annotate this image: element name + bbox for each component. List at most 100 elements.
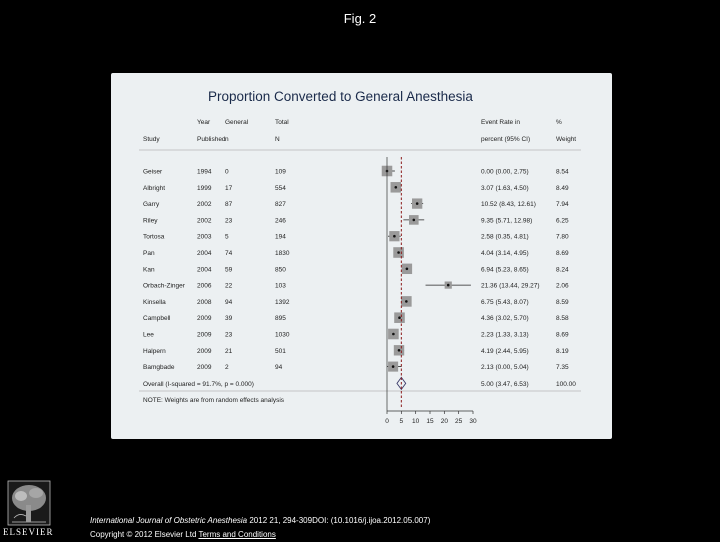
study-rate: 9.35 (5.71, 12.98) — [481, 217, 532, 224]
study-year: 2008 — [197, 299, 212, 306]
study-year: 1999 — [197, 185, 212, 192]
study-name: Riley — [143, 217, 158, 224]
study-events: 59 — [225, 266, 233, 273]
chart-title: Proportion Converted to General Anesthes… — [208, 89, 473, 104]
study-weight: 8.59 — [556, 299, 569, 306]
tick-label: 0 — [385, 418, 389, 425]
point-estimate — [446, 283, 450, 287]
header-year-1: Year — [197, 119, 211, 126]
study-events: 21 — [225, 348, 233, 355]
citation-details: 2012 21, 294-309DOI: (10.1016/j.ijoa.201… — [247, 516, 431, 525]
study-year: 2002 — [197, 201, 212, 208]
study-year: 1994 — [197, 169, 212, 176]
study-events: 87 — [225, 201, 233, 208]
study-weight: 7.80 — [556, 234, 569, 241]
overall-diamond — [396, 376, 407, 391]
header-general-1: General — [225, 119, 249, 126]
study-weight: 8.49 — [556, 185, 569, 192]
point-estimate — [412, 218, 416, 222]
study-total: 94 — [275, 364, 283, 371]
study-total: 895 — [275, 315, 286, 322]
study-events: 2 — [225, 364, 229, 371]
study-year: 2004 — [197, 250, 212, 257]
point-estimate — [415, 202, 419, 205]
study-weight: 8.24 — [556, 266, 569, 273]
study-total: 109 — [275, 169, 286, 176]
study-events: 94 — [225, 299, 233, 306]
study-total: 827 — [275, 201, 286, 208]
tick-label: 20 — [441, 418, 449, 425]
study-year: 2002 — [197, 217, 212, 224]
study-events: 39 — [225, 315, 233, 322]
study-rate: 6.94 (5.23, 8.65) — [481, 266, 529, 273]
point-estimate — [397, 349, 401, 352]
study-rate: 2.23 (1.33, 3.13) — [481, 332, 529, 339]
point-estimate — [405, 267, 409, 271]
study-weight: 8.19 — [556, 348, 569, 355]
header-year-2: Published — [197, 136, 226, 143]
study-year: 2009 — [197, 332, 212, 339]
study-weight: 8.69 — [556, 332, 569, 339]
study-events: 22 — [225, 283, 233, 290]
copyright-line: Copyright © 2012 Elsevier Ltd Terms and … — [90, 528, 430, 542]
study-weight: 8.54 — [556, 169, 569, 176]
study-year: 2006 — [197, 283, 212, 290]
tick-label: 10 — [412, 418, 420, 425]
point-estimate — [392, 332, 395, 336]
citation-line: International Journal of Obstetric Anest… — [90, 514, 430, 528]
note-text: NOTE: Weights are from random effects an… — [143, 397, 285, 404]
header-study: Study — [143, 136, 160, 143]
study-events: 23 — [225, 332, 233, 339]
study-name: Halpern — [143, 348, 166, 355]
study-name: Bamgbade — [143, 364, 175, 371]
study-name: Albright — [143, 185, 165, 192]
study-total: 194 — [275, 234, 286, 241]
citation-footer: International Journal of Obstetric Anest… — [90, 514, 430, 542]
forest-plot: Proportion Converted to General Anesthes… — [139, 89, 581, 425]
study-name: Lee — [143, 332, 154, 339]
point-estimate — [394, 186, 398, 189]
study-total: 103 — [275, 283, 286, 290]
study-rate: 21.36 (13.44, 29.27) — [481, 283, 540, 290]
study-total: 1830 — [275, 250, 290, 257]
elsevier-logo-text: ELSEVIER — [3, 527, 54, 537]
terms-link[interactable]: Terms and Conditions — [198, 530, 276, 539]
study-name: Kan — [143, 266, 155, 273]
study-year: 2009 — [197, 364, 212, 371]
figure-title: Fig. 2 — [343, 11, 377, 26]
study-year: 2009 — [197, 315, 212, 322]
study-rate: 0.00 (0.00, 2.75) — [481, 169, 529, 176]
study-year: 2003 — [197, 234, 212, 241]
header-weight-1: % — [556, 119, 562, 126]
study-weight: 7.35 — [556, 364, 569, 371]
point-estimate — [393, 234, 396, 238]
study-total: 1030 — [275, 332, 290, 339]
study-name: Kinsella — [143, 299, 166, 306]
study-rate: 4.19 (2.44, 5.95) — [481, 348, 529, 355]
study-total: 501 — [275, 348, 286, 355]
copyright-text: Copyright © 2012 Elsevier Ltd — [90, 530, 197, 539]
tick-label: 15 — [426, 418, 434, 425]
header-rate-2: percent (95% CI) — [481, 136, 530, 143]
overall-label: Overall (I-squared = 91.7%, p = 0.000) — [143, 381, 254, 388]
study-events: 23 — [225, 217, 233, 224]
study-total: 554 — [275, 185, 286, 192]
study-name: Geiser — [143, 169, 163, 176]
point-estimate — [405, 300, 408, 303]
header-rate-1: Event Rate in — [481, 119, 520, 126]
tick-label: 5 — [400, 418, 404, 425]
header-weight-2: Weight — [556, 136, 576, 143]
point-estimate — [391, 365, 395, 368]
overall-rate: 5.00 (3.47, 6.53) — [481, 381, 529, 388]
study-rate: 2.58 (0.35, 4.81) — [481, 234, 529, 241]
study-name: Orbach-Zinger — [143, 283, 186, 290]
study-rate: 4.36 (3.02, 5.70) — [481, 315, 529, 322]
study-name: Tortosa — [143, 234, 165, 241]
header-total-2: N — [275, 136, 280, 143]
point-estimate — [397, 251, 400, 254]
study-weight: 6.25 — [556, 217, 569, 224]
study-name: Garry — [143, 201, 160, 208]
study-total: 1392 — [275, 299, 290, 306]
study-events: 0 — [225, 169, 229, 176]
x-axis: 0 5 10 15 20 25 30 — [385, 157, 477, 425]
